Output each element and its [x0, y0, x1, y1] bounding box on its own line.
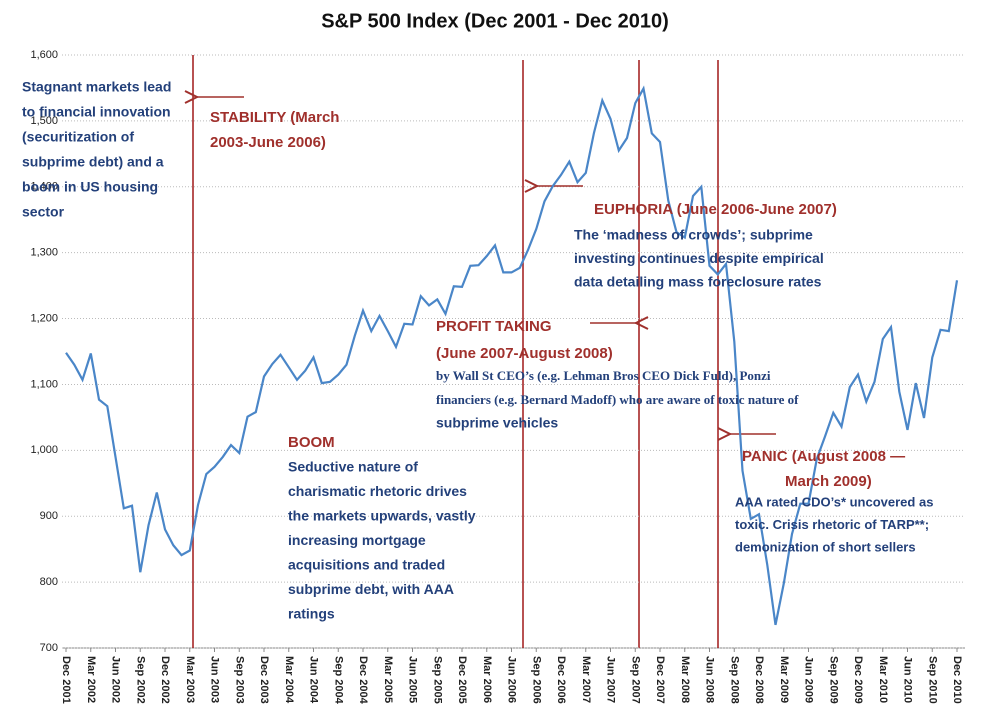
- x-tick-label: Dec 2004: [357, 656, 369, 705]
- annotation: by Wall St CEO’s (e.g. Lehman Bros CEO D…: [436, 368, 771, 383]
- annotation: the markets upwards, vastly: [288, 508, 476, 524]
- annotation: AAA rated CDO’s* uncovered as: [735, 494, 933, 509]
- x-tick-label: Sep 2010: [926, 656, 938, 704]
- x-tick-label: Dec 2005: [456, 656, 468, 704]
- annotation: Stagnant markets lead: [22, 79, 171, 95]
- x-tick-label: Jun 2004: [308, 656, 320, 704]
- chart-title: S&P 500 Index (Dec 2001 - Dec 2010): [321, 10, 669, 32]
- x-tick-label: Mar 2002: [85, 656, 97, 703]
- series-line: [65, 85, 959, 626]
- x-tick-label: Dec 2006: [555, 656, 567, 704]
- x-tick-label: Dec 2003: [258, 656, 270, 704]
- x-tick-label: Dec 2002: [159, 656, 171, 704]
- x-tick-label: Dec 2001: [60, 656, 72, 704]
- y-tick-label: 1,500: [30, 115, 58, 127]
- annotation: increasing mortgage: [288, 532, 426, 548]
- annotation: PANIC (August 2008 —: [742, 448, 905, 465]
- x-tick-label: Jun 2002: [110, 656, 122, 703]
- x-tick-label: Mar 2004: [283, 656, 295, 704]
- x-tick-label: Mar 2003: [184, 656, 196, 703]
- x-tick-label: Sep 2009: [827, 656, 839, 704]
- x-tick-label: Sep 2006: [530, 656, 542, 704]
- annotation: to financial innovation: [22, 104, 171, 120]
- y-tick-label: 700: [40, 642, 58, 654]
- y-tick-label: 1,600: [30, 49, 58, 61]
- annotation: March 2009): [785, 473, 872, 490]
- y-tick-label: 1,100: [30, 378, 58, 390]
- annotation: (June 2007-August 2008): [436, 345, 613, 362]
- annotation: PROFIT TAKING: [436, 318, 552, 335]
- annotation: STABILITY (March: [210, 109, 339, 126]
- x-tick-label: Mar 2005: [382, 656, 394, 703]
- annotation: financiers (e.g. Bernard Madoff) who are…: [436, 392, 799, 407]
- y-tick-label: 1,300: [30, 247, 58, 259]
- x-tick-label: Jun 2003: [209, 656, 221, 703]
- y-tick-label: 900: [40, 510, 58, 522]
- x-tick-label: Jun 2009: [803, 656, 815, 703]
- x-tick-label: Mar 2007: [580, 656, 592, 703]
- annotation: data detailing mass foreclosure rates: [574, 274, 822, 290]
- x-tick-label: Jun 2008: [704, 656, 716, 703]
- annotation: acquisitions and traded: [288, 557, 445, 573]
- x-tick-label: Dec 2007: [654, 656, 666, 704]
- annotation: boom in US housing: [22, 179, 158, 195]
- annotation: EUPHORIA (June 2006-June 2007): [594, 201, 837, 218]
- x-tick-label: Sep 2004: [332, 656, 344, 705]
- x-tick-label: Sep 2008: [728, 656, 740, 704]
- annotation: ratings: [288, 606, 335, 622]
- x-tick-label: Dec 2009: [852, 656, 864, 704]
- x-tick-label: Sep 2005: [431, 656, 443, 704]
- y-tick-label: 1,000: [30, 444, 58, 456]
- x-tick-label: Sep 2002: [134, 656, 146, 704]
- annotation: subprime vehicles: [436, 415, 558, 431]
- x-tick-label: Dec 2008: [753, 656, 765, 704]
- y-tick-label: 1,400: [30, 181, 58, 193]
- x-tick-label: Sep 2007: [629, 656, 641, 704]
- x-tick-label: Dec 2010: [951, 656, 963, 704]
- annotation: toxic. Crisis rhetoric of TARP**;: [735, 517, 929, 532]
- x-tick-label: Jun 2010: [902, 656, 914, 703]
- y-tick-label: 1,200: [30, 312, 58, 324]
- annotation: (securitization of: [22, 129, 134, 145]
- annotation: Seductive nature of: [288, 459, 418, 475]
- annotation: 2003-June 2006): [210, 134, 326, 151]
- y-tick-label: 800: [40, 576, 58, 588]
- annotation: The ‘madness of crowds’; subprime: [574, 227, 813, 243]
- x-tick-label: Mar 2006: [481, 656, 493, 703]
- x-tick-label: Mar 2010: [877, 656, 889, 703]
- x-tick-label: Jun 2007: [605, 656, 617, 703]
- x-tick-label: Mar 2009: [778, 656, 790, 703]
- annotation: subprime debt) and a: [22, 154, 164, 170]
- x-tick-label: Jun 2005: [407, 656, 419, 703]
- x-tick-label: Sep 2003: [233, 656, 245, 704]
- x-tick-label: Mar 2008: [679, 656, 691, 703]
- annotation: BOOM: [288, 434, 335, 451]
- annotation: investing continues despite empirical: [574, 250, 824, 266]
- annotation: subprime debt, with AAA: [288, 581, 454, 597]
- annotation: sector: [22, 204, 65, 220]
- annotation: charismatic rhetoric drives: [288, 483, 467, 499]
- x-tick-label: Jun 2006: [506, 656, 518, 703]
- annotation: demonization of short sellers: [735, 539, 916, 554]
